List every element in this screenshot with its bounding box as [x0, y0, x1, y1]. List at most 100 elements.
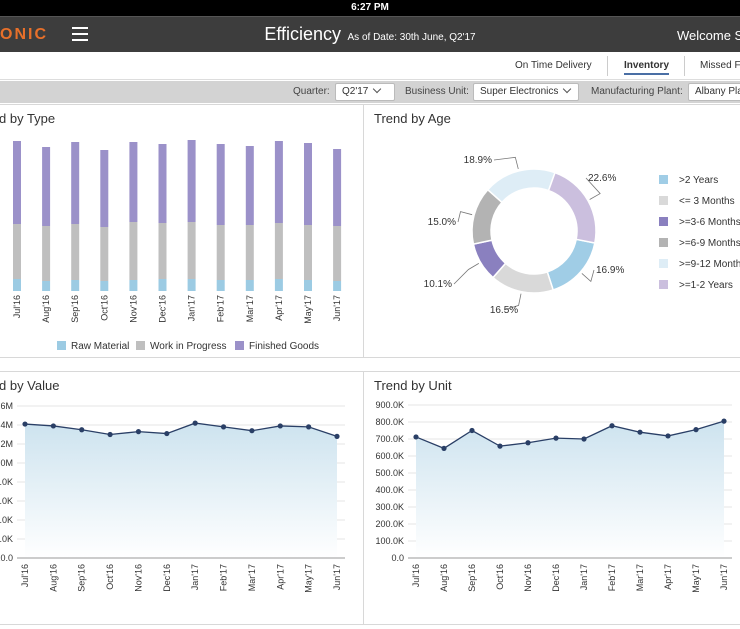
x-tick-label: May'17 — [691, 564, 701, 593]
y-tick-label: 1.2M — [0, 439, 13, 449]
data-point — [469, 427, 475, 434]
welcome-user[interactable]: Welcome S — [677, 28, 740, 43]
chevron-down-icon — [373, 84, 382, 94]
donut-slice — [486, 168, 556, 204]
y-tick-label: 500.0K — [375, 468, 404, 478]
tab-divider — [684, 56, 685, 76]
trend-by-age-chart: 16.9% 16.5% 10.1% 15.0% 18.9% 22.6% >2 Years <=… — [424, 155, 740, 316]
donut-slice — [547, 171, 597, 244]
slice-percent-label: 16.9% — [596, 265, 624, 276]
bar-segment — [158, 279, 167, 291]
x-tick-label: Jan'17 — [579, 564, 589, 590]
filter-bar: Quarter: Q2'17 Business Unit: Super Elec… — [0, 81, 740, 103]
x-tick-label: Dec'16 — [162, 564, 172, 592]
slice-percent-label: 22.6% — [588, 173, 616, 184]
legend-swatch — [235, 341, 244, 350]
legend-swatch — [659, 217, 668, 226]
x-tick-label: Nov'16 — [523, 564, 533, 592]
trend-by-value-chart: 20.0 200.0K 400.0K 600.0K 800.0K 1.0M 1.2M 1.4M… — [0, 401, 345, 593]
tab-on-time-delivery[interactable]: On Time Delivery — [515, 60, 592, 71]
trend-by-type-chart: Jul'16 Aug'16 Sep'16 Oct'16 Nov'16 Dec'16 Jan'… — [12, 140, 342, 352]
legend-label: >2 Years — [679, 175, 718, 186]
bar-segment — [71, 280, 80, 291]
data-point — [50, 423, 56, 429]
plant-select-value: Albany Pla — [695, 86, 740, 97]
x-tick-label: Nov'16 — [128, 295, 138, 323]
y-tick-label: 700.0K — [375, 434, 404, 444]
panel-trend-by-value: d by Value 20.0 200.0K 400.0K 600.0K 800.0K 1… — [0, 371, 364, 625]
bar-segment — [187, 279, 196, 291]
panel-title: d by Value — [0, 378, 60, 393]
business-unit-select[interactable]: Super Electronics — [473, 83, 579, 101]
data-point — [609, 423, 615, 429]
brand-logo: ONIC — [0, 26, 48, 43]
bar-segment — [100, 281, 109, 291]
bar-segment — [42, 281, 51, 291]
bar-segment — [245, 280, 254, 291]
slice-percent-label: 10.1% — [424, 279, 452, 290]
data-point — [665, 433, 671, 439]
panel-title: Trend by Unit — [374, 378, 452, 393]
plant-select[interactable]: Albany Pla — [688, 83, 740, 101]
legend-swatch — [659, 280, 668, 289]
y-tick-label: 400.0K — [0, 515, 13, 525]
bar-segment — [100, 150, 109, 227]
bar-segment — [245, 146, 254, 225]
bar-segment — [333, 226, 342, 281]
bar-segment — [187, 140, 196, 222]
x-tick-label: Oct'16 — [99, 295, 109, 321]
data-point — [135, 429, 142, 435]
legend-swatch — [659, 259, 668, 268]
legend-swatch — [659, 238, 668, 247]
bar-segment — [274, 141, 283, 223]
bar-segment — [187, 222, 196, 279]
legend-label: >=3-6 Months — [679, 217, 740, 228]
panel-trend-by-unit: Trend by Unit 0.0 100.0K 200.0K 300.0K 400.0… — [363, 371, 740, 625]
y-tick-label: 200.0K — [0, 534, 13, 544]
series-line — [24, 422, 338, 438]
data-point — [441, 445, 447, 451]
data-point — [581, 436, 587, 442]
legend-label: Raw Material — [71, 341, 129, 352]
x-tick-label: Feb'17 — [216, 295, 226, 322]
legend-label: >=9-12 Months — [679, 259, 740, 270]
status-bar: 6:27 PM — [0, 0, 740, 16]
tab-bar: On Time Delivery Inventory Missed F — [0, 52, 740, 80]
bar-segment — [304, 225, 312, 280]
bar-segment — [274, 279, 283, 291]
tab-inventory[interactable]: Inventory — [624, 60, 670, 75]
legend-swatch — [136, 341, 145, 350]
area-fill — [416, 421, 724, 558]
bar-segment — [129, 280, 138, 291]
slice-leader-line — [457, 211, 473, 223]
x-tick-label: Jun'17 — [719, 564, 729, 590]
x-tick-label: Jan'17 — [187, 295, 197, 321]
legend-label: Finished Goods — [249, 341, 319, 352]
y-tick-label: 20.0 — [0, 553, 13, 563]
x-tick-label: Mar'17 — [247, 564, 257, 591]
legend-swatch — [57, 341, 66, 350]
y-tick-label: 1.6M — [0, 401, 13, 411]
bar-segment — [129, 142, 138, 222]
data-point — [22, 421, 28, 427]
y-tick-label: 600.0K — [0, 496, 13, 506]
panel-trend-by-age: Trend by Age 16.9% 16.5% 10.1% 15.0% 18.9% 22… — [363, 104, 740, 358]
x-tick-label: Sep'16 — [70, 295, 80, 323]
bar-segment — [216, 280, 225, 291]
bar-segment — [42, 226, 51, 281]
data-point — [497, 443, 503, 449]
bar-segment — [13, 224, 21, 279]
bar-segment — [245, 225, 254, 280]
x-tick-label: Aug'16 — [439, 564, 449, 592]
legend-label: <= 3 Months — [679, 196, 735, 207]
legend-label: Work in Progress — [150, 341, 227, 352]
quarter-select[interactable]: Q2'17 — [335, 83, 395, 101]
bar-segment — [100, 227, 109, 281]
quarter-label: Quarter: — [293, 86, 330, 97]
tab-missed[interactable]: Missed F — [700, 60, 740, 71]
hamburger-menu-icon[interactable] — [72, 27, 88, 41]
data-point — [413, 434, 419, 440]
panel-title: d by Type — [0, 111, 56, 126]
slice-leader-line — [581, 269, 595, 283]
bar-segment — [158, 223, 167, 279]
